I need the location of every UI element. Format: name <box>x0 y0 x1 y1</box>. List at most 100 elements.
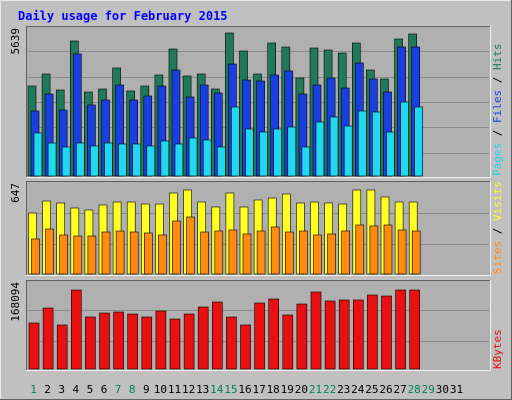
bar-kbytes <box>367 294 378 370</box>
legend-text: Sites / Visits <box>491 181 504 274</box>
bar-pages <box>160 140 170 177</box>
chart-panels: 5639 Pages / Files / Hits 647 Sites / Visit… <box>9 26 504 371</box>
bar-kbytes <box>155 310 167 370</box>
bar-kbytes <box>226 316 237 370</box>
x-tick-label: 9 <box>143 383 150 396</box>
x-tick-label: 18 <box>267 383 280 396</box>
bar-kbytes <box>42 307 54 370</box>
chart-title: Daily usage for February 2015 <box>18 9 228 23</box>
bar-kbytes <box>310 291 322 370</box>
bar-kbytes <box>169 318 181 370</box>
x-tick-label: 21 <box>309 383 322 396</box>
bar-kbytes <box>352 299 364 370</box>
y-max-label: 5639 <box>9 28 22 55</box>
panel-hits-files-pages: 5639 Pages / Files / Hits <box>9 26 504 178</box>
x-tick-label: 22 <box>323 383 336 396</box>
y-max-label: 647 <box>9 183 22 203</box>
bar-pages <box>386 131 395 177</box>
bar-sites <box>228 229 238 275</box>
x-tick-label: 23 <box>337 383 350 396</box>
bar-kbytes <box>71 289 82 370</box>
x-tick-label: 14 <box>210 383 224 396</box>
bar-kbytes <box>324 300 336 370</box>
x-tick-label: 26 <box>379 383 392 396</box>
x-tick-label: 20 <box>295 383 308 396</box>
bar-sites <box>383 224 393 275</box>
bar-kbytes <box>197 306 209 370</box>
bar-pages <box>90 145 99 177</box>
bar-pages <box>202 139 212 177</box>
x-tick-label: 25 <box>365 383 378 396</box>
legend-text: Pages / Files / Hits <box>491 44 504 177</box>
bar-sites <box>270 226 280 275</box>
x-tick-label: 19 <box>281 383 294 396</box>
bar-kbytes <box>409 289 421 370</box>
x-tick-label: 24 <box>351 383 365 396</box>
bar-sites <box>129 231 139 275</box>
legend-item-hits: Hits <box>491 44 504 71</box>
x-tick-label: 27 <box>393 383 406 396</box>
bar-pages <box>47 142 57 177</box>
bar-sites <box>186 216 195 275</box>
x-tick-label: 28 <box>408 383 421 396</box>
bar-pages <box>372 111 381 177</box>
x-tick-label: 10 <box>154 383 167 396</box>
bar-pages <box>118 143 127 177</box>
x-tick-label: 17 <box>252 383 265 396</box>
bar-kbytes <box>254 302 265 370</box>
bar-kbytes <box>268 298 280 370</box>
x-tick-label: 29 <box>422 383 435 396</box>
bar-pages <box>329 116 339 177</box>
bar-sites <box>115 230 125 275</box>
bar-kbytes <box>338 299 350 370</box>
bar-pages <box>301 146 311 177</box>
bar-sites <box>200 231 209 275</box>
panel-visits-sites: 647 Sites / Visits <box>9 181 504 276</box>
bar-kbytes <box>240 324 251 370</box>
bar-kbytes <box>381 295 392 370</box>
legend: Sites / Visits <box>491 181 504 274</box>
legend-item-kbytes: KBytes <box>491 329 504 369</box>
legend-item-visits: Visits <box>491 181 504 221</box>
bar-pages <box>357 110 367 177</box>
legend-item-files: Files <box>491 90 504 123</box>
x-tick-label: 6 <box>101 383 108 396</box>
bar-pages <box>174 143 184 177</box>
bar-kbytes <box>85 316 96 370</box>
bar-pages <box>33 132 43 177</box>
legend-item-pages: Pages <box>491 143 504 176</box>
y-max-label: 168094 <box>9 282 22 322</box>
bar-sites <box>214 230 224 275</box>
bar-sites <box>284 231 294 275</box>
x-tick-label: 1 <box>30 383 37 396</box>
bar-sites <box>144 232 153 275</box>
bar-sites <box>327 233 336 275</box>
bar-pages <box>315 121 325 177</box>
bar-kbytes <box>141 316 153 370</box>
bar-kbytes <box>282 314 294 370</box>
x-tick-label: 2 <box>44 383 51 396</box>
bar-pages <box>400 101 409 177</box>
legend: Pages / Files / Hits <box>491 44 504 177</box>
bar-pages <box>217 146 226 177</box>
x-tick-label: 8 <box>129 383 136 396</box>
bar-sites <box>369 225 379 275</box>
legend-separator: / <box>491 221 504 241</box>
bar-pages <box>343 125 353 177</box>
bar-kbytes <box>99 312 110 370</box>
bar-kbytes <box>113 311 124 370</box>
bar-kbytes <box>395 289 406 370</box>
bar-sites <box>299 230 308 275</box>
x-axis-labels: 1 2 3 4 5 6 7 8 9 10 11 12 13 14 15 16 17 18 19 20 21 22 23 24 2… <box>30 383 463 396</box>
bar-sites <box>31 238 40 275</box>
bar-pages <box>146 145 156 177</box>
x-tick-label: 15 <box>224 383 237 396</box>
legend: KBytes <box>491 329 504 369</box>
bar-sites <box>411 230 421 275</box>
bar-kbytes <box>56 324 68 370</box>
bar-sites <box>256 230 266 275</box>
bar-pages <box>104 142 113 177</box>
bar-pages <box>132 143 141 177</box>
